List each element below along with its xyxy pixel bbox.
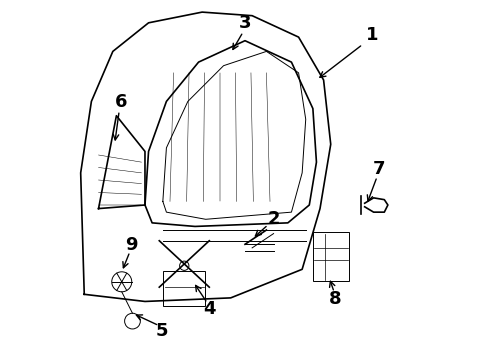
Text: 2: 2: [268, 210, 280, 228]
Text: 6: 6: [115, 93, 127, 111]
Text: 9: 9: [125, 236, 138, 254]
Text: 5: 5: [156, 322, 169, 340]
Text: 3: 3: [239, 14, 251, 32]
Text: 8: 8: [329, 289, 342, 307]
Text: 7: 7: [373, 160, 385, 178]
Text: 1: 1: [366, 26, 378, 44]
Text: 4: 4: [203, 300, 216, 318]
